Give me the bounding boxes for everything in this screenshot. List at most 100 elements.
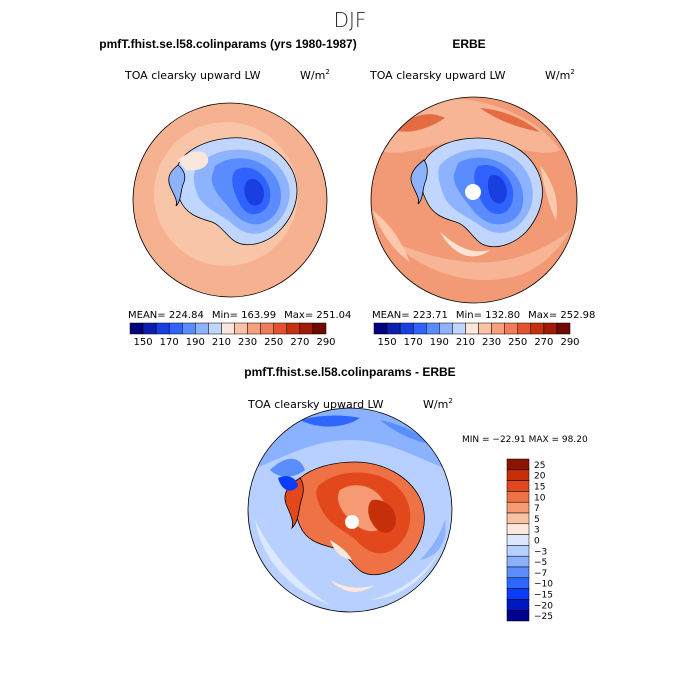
colorbar-swatch (506, 599, 530, 611)
ocean-patch (440, 232, 490, 257)
colorbar-tick-label: −5 (534, 558, 547, 568)
colorbar-tick-label: 230 (482, 337, 501, 348)
colorbar-swatch (506, 588, 530, 600)
map-border (132, 102, 328, 298)
colorbar-tick-label: 20 (534, 472, 546, 482)
colorbar-tick-label: 0 (534, 537, 540, 547)
colorbar-swatch (556, 322, 571, 335)
colorbar-tick-label: 270 (534, 337, 553, 348)
ocean-patch (300, 415, 360, 427)
colorbar-tick-label: −25 (534, 612, 553, 622)
stats-line: MIN = −22.91 MAX = 98.20 (462, 435, 588, 445)
colorbar-swatch (506, 609, 530, 622)
panel-subtitle: TOA clearsky upward LW (369, 69, 506, 82)
colorbar-swatch (506, 555, 530, 568)
colorbar-tick-label: 210 (212, 337, 231, 348)
colorbar-swatch (478, 322, 492, 335)
colorbar-swatch (208, 322, 222, 335)
colorbar-tick-label: −20 (534, 601, 553, 611)
colorbar-swatch (373, 322, 388, 335)
map-model (132, 102, 328, 298)
colorbar-tick-label: 190 (186, 337, 205, 348)
colorbar-swatch (182, 322, 196, 335)
colorbar-swatch (506, 491, 530, 503)
colorbar-tick-label: 5 (534, 515, 540, 525)
ocean-patch (250, 408, 450, 470)
antarctica-level-5 (487, 174, 507, 204)
colorbar-swatch (247, 322, 261, 335)
colorbar-erbe: 150 170 190 210 230 250 270 290 (373, 322, 580, 348)
colorbar-tick-label: −10 (534, 580, 553, 590)
colorbar-swatch (168, 322, 183, 335)
ocean-patch (390, 230, 570, 281)
colorbar-tick-label: −3 (534, 547, 547, 557)
colorbar-swatch (129, 322, 144, 335)
panel-units: W/m2 (423, 397, 453, 411)
colorbar-swatch (506, 523, 530, 535)
colorbar-swatch (299, 322, 314, 335)
panel-units: W/m2 (300, 68, 330, 82)
colorbar-swatch (286, 322, 301, 335)
colorbar-swatch (506, 469, 530, 481)
missing-data-hole (465, 184, 481, 200)
colorbar-swatch (142, 322, 157, 335)
colorbar-tick-label: 250 (508, 337, 527, 348)
colorbar-tick-label: 290 (560, 337, 579, 348)
ocean-patch (372, 210, 410, 262)
peninsula (168, 164, 186, 207)
colorbar-swatch (312, 322, 327, 335)
ocean-patch (380, 99, 560, 153)
ocean-patch (480, 108, 540, 132)
colorbar-model: 150 170 190 210 230 250 270 290 (129, 322, 336, 348)
colorbar-swatch (155, 322, 170, 335)
stats-line: MEAN= 223.71 Min= 132.80 Max= 252.98 (372, 310, 595, 321)
colorbar-tick-label: 150 (378, 337, 397, 348)
ocean-patch (330, 580, 375, 592)
ocean-patch (395, 114, 445, 132)
colorbar-tick-label: 3 (534, 526, 540, 536)
antarctica-level-5 (244, 178, 264, 206)
peninsula (410, 159, 428, 205)
colorbar-tick-label: 230 (238, 337, 257, 348)
panel-difference: pmfT.fhist.se.l58.colinparams - ERBE TOA… (244, 365, 588, 622)
colorbar-swatch (452, 322, 466, 335)
stats-line: MEAN= 224.84 Min= 163.99 Max= 251.04 (128, 310, 351, 321)
colorbar-tick-label: 250 (264, 337, 283, 348)
colorbar-tick-label: 170 (404, 337, 423, 348)
ocean-patch (420, 520, 446, 560)
colorbar-tick-label: 270 (290, 337, 309, 348)
panel-title: ERBE (452, 37, 485, 51)
missing-data-hole (345, 515, 359, 529)
colorbar-tick-label: 15 (534, 483, 545, 493)
colorbar-swatch (273, 322, 288, 335)
colorbar-swatch (439, 322, 453, 335)
colorbar-tick-label: 170 (160, 337, 179, 348)
antarctica-level-4 (368, 499, 396, 533)
colorbar-tick-label: 7 (534, 504, 540, 514)
peninsula-blue-patch (278, 476, 298, 491)
colorbar-swatch (504, 322, 518, 335)
colorbar-swatch (399, 322, 414, 335)
colorbar-tick-label: 190 (430, 337, 449, 348)
colorbar-swatch (506, 480, 530, 492)
colorbar-swatch (412, 322, 427, 335)
colorbar-swatch (506, 566, 530, 579)
coastal-neutral (330, 540, 352, 560)
colorbar-tick-label: −7 (534, 569, 547, 579)
colorbar-tick-label: 210 (456, 337, 475, 348)
colorbar-tick-label: −15 (534, 591, 553, 601)
colorbar-swatch (506, 501, 530, 514)
colorbar-tick-label: 10 (534, 493, 546, 503)
ocean-patch (540, 165, 558, 220)
colorbar-swatch (517, 322, 532, 335)
colorbar-swatch (386, 322, 401, 335)
map-erbe (370, 96, 578, 304)
colorbar-tick-label: 150 (134, 337, 153, 348)
ice-shelf-patch (178, 151, 209, 171)
ocean-patch (380, 420, 430, 444)
colorbar-swatch (506, 577, 530, 589)
panel-subtitle: TOA clearsky upward LW (124, 69, 261, 82)
colorbar-tick-label: 25 (534, 461, 545, 471)
